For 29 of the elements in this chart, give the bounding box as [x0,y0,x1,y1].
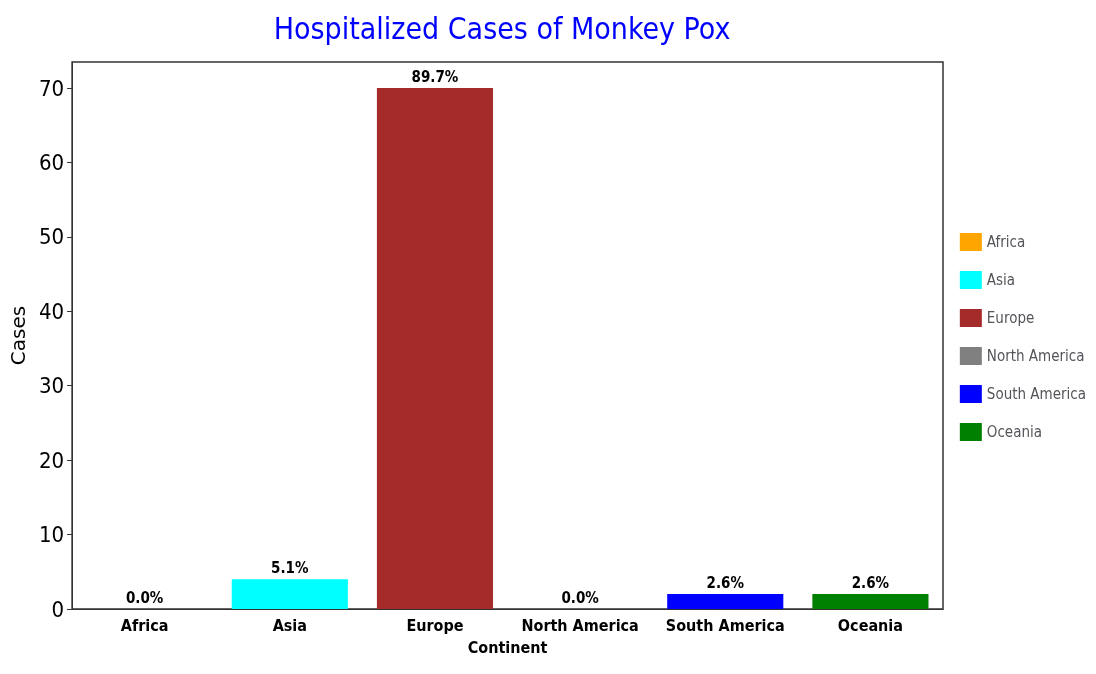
annotation: 5.1% [271,558,309,577]
legend-label: Europe [986,309,1035,327]
legend-label: South America [986,385,1086,403]
x-tick-label: South America [665,615,785,635]
annotation: 0.0% [125,588,164,607]
x-tick-label: Oceania [837,615,903,635]
annotation: 2.6% [851,573,890,592]
y-tick-label: 60 [38,149,65,175]
legend-label: Oceania [986,423,1043,441]
y-tick-label: 40 [38,298,65,324]
legend-label: North America [986,347,1085,365]
x-axis-title: Continent [467,637,548,657]
annotation: 0.0% [561,588,600,607]
legend-label: Africa [986,233,1026,251]
y-tick-label: 0 [51,596,65,622]
y-tick-label: 20 [38,447,65,473]
x-tick-label: North America [521,615,639,635]
x-tick-label: Africa [120,615,169,635]
y-tick-label: 70 [38,75,65,101]
x-tick-label: Asia [272,615,307,635]
annotation: 89.7% [411,67,459,86]
y-tick-label: 10 [38,522,65,548]
legend-label: Asia [986,271,1016,289]
annotation: 2.6% [706,573,745,592]
x-tick-label: Europe [406,615,464,635]
y-tick-label: 30 [38,373,65,399]
chart-title: Hospitalized Cases of Monkey Pox [273,10,731,46]
y-axis-title: Cases [6,305,30,366]
y-tick-label: 50 [38,224,65,250]
